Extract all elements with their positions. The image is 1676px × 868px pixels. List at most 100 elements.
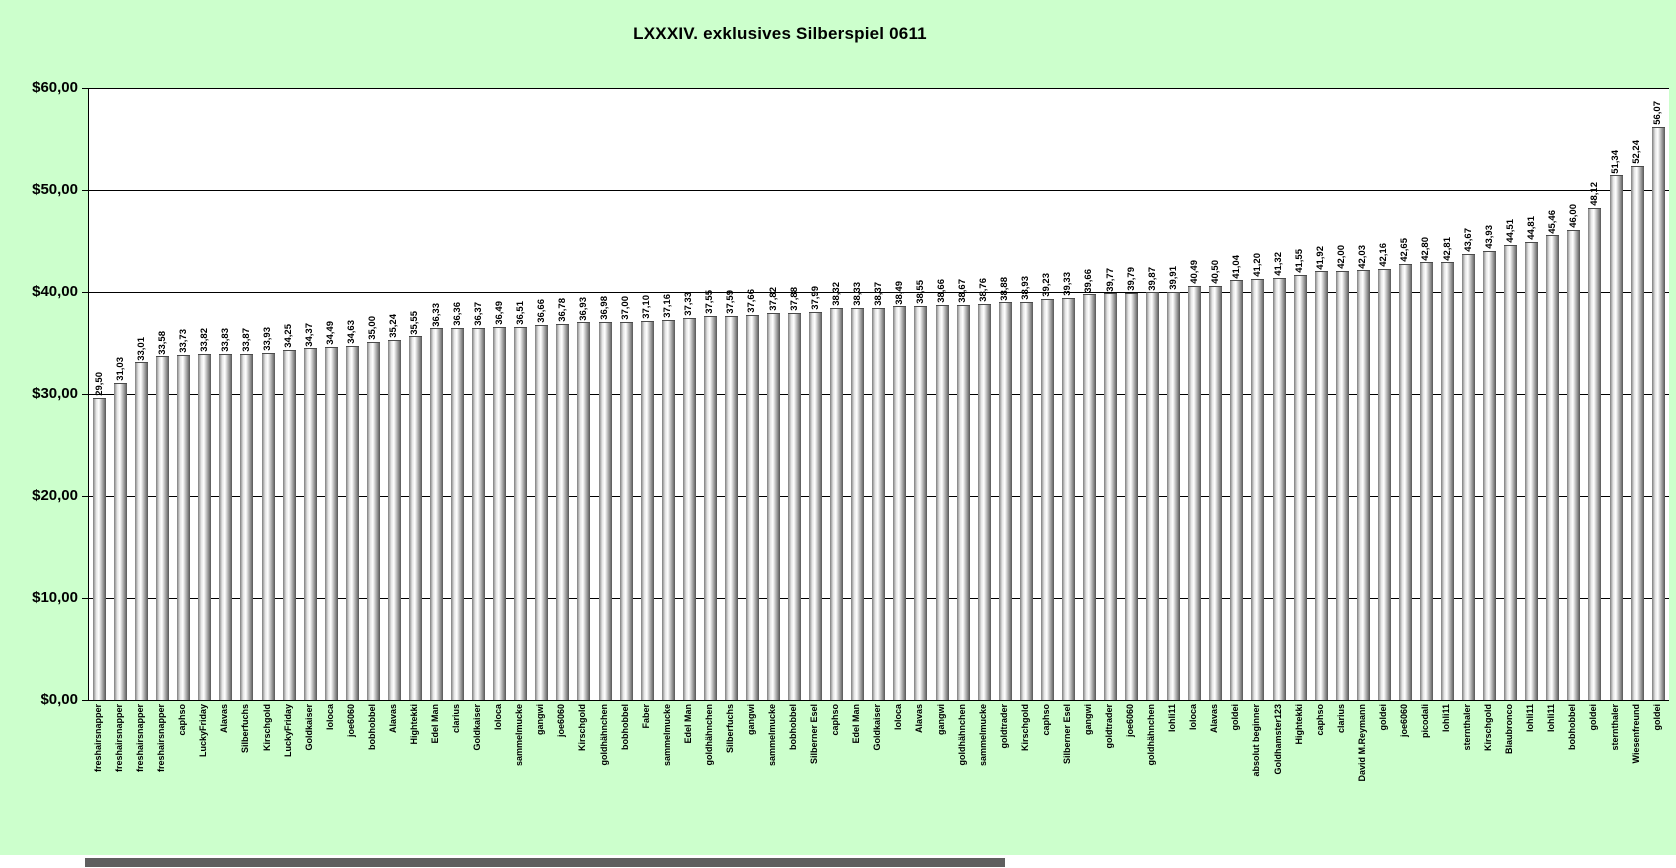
- horizontal-scrollbar-thumb[interactable]: [85, 858, 1005, 867]
- category-label: joe6060: [345, 704, 356, 738]
- bar: [998, 302, 1012, 700]
- category-column: goldhähnchen: [952, 701, 973, 841]
- bar-column: 37,55: [700, 88, 721, 700]
- category-label: sammelmucke: [661, 704, 672, 767]
- category-column: LuckyFriday: [193, 701, 214, 841]
- category-column: loloca: [488, 701, 509, 841]
- category-column: goldei: [1583, 701, 1604, 841]
- bar: [1483, 250, 1497, 700]
- bar-value-label: 37,16: [662, 294, 674, 318]
- bar: [1504, 245, 1518, 700]
- category-label: goldtrader: [1104, 704, 1115, 749]
- bar: [788, 312, 802, 700]
- category-column: Kirschgold: [1015, 701, 1036, 841]
- bar-column: 33,58: [152, 88, 173, 700]
- category-column: freshairsnapper: [109, 701, 130, 841]
- bar-column: 38,76: [974, 88, 995, 700]
- bar-column: 46,00: [1563, 88, 1584, 700]
- bar: [366, 342, 380, 700]
- y-axis-tick-label: $40,00: [32, 283, 78, 300]
- category-column: freshairsnapper: [88, 701, 109, 841]
- bar-column: 36,49: [489, 88, 510, 700]
- category-column: sternthaler: [1457, 701, 1478, 841]
- bar-column: 39,33: [1058, 88, 1079, 700]
- bar-value-label: 40,50: [1209, 260, 1221, 284]
- bar-column: 37,59: [721, 88, 742, 700]
- y-axis-tick-mark: [82, 496, 88, 497]
- category-label: sternthaler: [1609, 704, 1620, 751]
- category-column: Alavas: [1204, 701, 1225, 841]
- bar: [745, 314, 759, 700]
- bar-value-label: 45,46: [1546, 209, 1558, 234]
- bar-column: 33,83: [215, 88, 236, 700]
- bar-column: 41,04: [1226, 88, 1247, 700]
- bar-column: 39,77: [1100, 88, 1121, 700]
- category-column: picodali: [1415, 701, 1436, 841]
- bar-value-label: 33,73: [177, 329, 189, 353]
- bar: [219, 353, 233, 700]
- bar-value-label: 36,93: [577, 296, 589, 321]
- bar-column: 51,34: [1606, 88, 1627, 700]
- category-column: goldhähnchen: [594, 701, 615, 841]
- category-column: Silberfuchs: [235, 701, 256, 841]
- category-column: loloca: [320, 701, 341, 841]
- bar-column: 38,88: [995, 88, 1016, 700]
- category-label: Blaubronco: [1504, 704, 1515, 755]
- category-label: freshairsnapper: [114, 704, 125, 773]
- bar-column: 35,24: [384, 88, 405, 700]
- bar-column: 37,99: [805, 88, 826, 700]
- category-column: sammelmucke: [657, 701, 678, 841]
- bar-value-label: 34,49: [325, 321, 337, 346]
- y-axis-tick-mark: [82, 700, 88, 701]
- bar: [1209, 285, 1223, 700]
- bar-column: 36,98: [595, 88, 616, 700]
- bar-value-label: 33,82: [198, 328, 210, 353]
- category-column: LuckyFriday: [278, 701, 299, 841]
- category-column: sammelmucke: [973, 701, 994, 841]
- category-column: Edel Man: [846, 701, 867, 841]
- category-label: gangwi: [935, 704, 946, 735]
- category-column: joe6060: [1394, 701, 1415, 841]
- category-label: Kirschgold: [1483, 704, 1494, 752]
- bar-value-label: 44,51: [1504, 219, 1516, 243]
- category-label: Silberfuchs: [240, 704, 251, 754]
- bar-value-label: 36,98: [599, 296, 611, 320]
- category-label: lohli11: [1167, 704, 1178, 733]
- bar-column: 40,49: [1184, 88, 1205, 700]
- category-column: joe6060: [341, 701, 362, 841]
- bar-value-label: 39,87: [1146, 266, 1158, 291]
- bar: [493, 326, 507, 700]
- category-column: Goldkaiser: [467, 701, 488, 841]
- bar-column: 36,93: [573, 88, 594, 700]
- category-column: Edel Man: [678, 701, 699, 841]
- category-column: caphso: [1310, 701, 1331, 841]
- bar-value-label: 44,81: [1525, 216, 1537, 240]
- bar-column: 33,01: [131, 88, 152, 700]
- category-label: Kirschgold: [261, 704, 272, 752]
- bar-column: 36,33: [426, 88, 447, 700]
- bar: [1546, 235, 1560, 700]
- bar-value-label: 38,37: [872, 281, 884, 306]
- y-axis-tick-mark: [82, 394, 88, 395]
- bar-column: 37,82: [763, 88, 784, 700]
- bar: [1462, 253, 1476, 700]
- bar-column: 45,46: [1542, 88, 1563, 700]
- bar-value-label: 38,32: [830, 282, 842, 307]
- bar-column: 41,55: [1290, 88, 1311, 700]
- bar-value-label: 38,88: [999, 276, 1011, 301]
- bar: [345, 345, 359, 700]
- bar-column: 34,63: [342, 88, 363, 700]
- category-column: joe6060: [551, 701, 572, 841]
- category-column: David M.Reymann: [1352, 701, 1373, 841]
- category-column: caphso: [825, 701, 846, 841]
- category-column: Goldkaiser: [867, 701, 888, 841]
- category-column: Kirschgold: [572, 701, 593, 841]
- bar: [1061, 297, 1075, 700]
- horizontal-scrollbar-track[interactable]: [0, 855, 1676, 868]
- bar-column: 42,16: [1374, 88, 1395, 700]
- category-label: loloca: [1188, 704, 1199, 731]
- category-column: lohli11: [1520, 701, 1541, 841]
- bar: [1104, 293, 1118, 700]
- bar-column: 36,36: [447, 88, 468, 700]
- bar-value-label: 33,01: [135, 336, 147, 361]
